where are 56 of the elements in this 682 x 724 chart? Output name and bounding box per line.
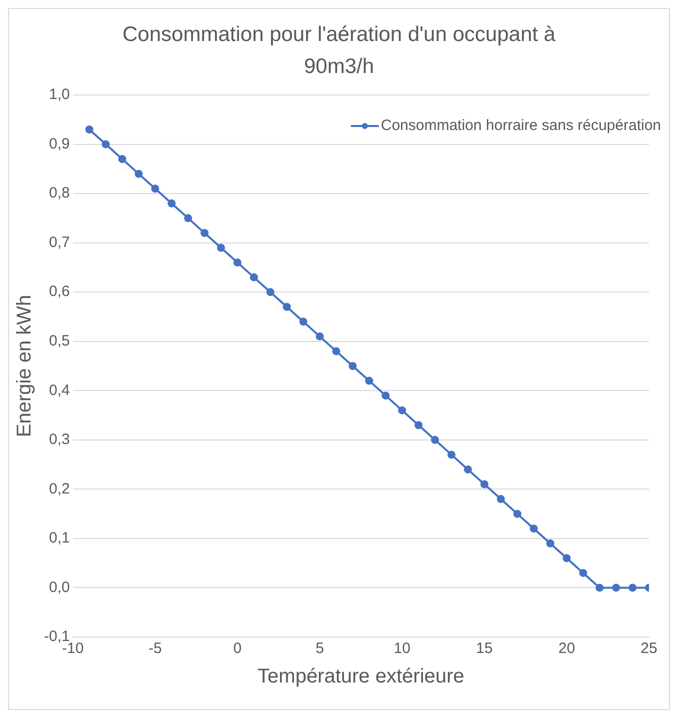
y-tick-label: 0,6 bbox=[48, 283, 70, 300]
point bbox=[496, 495, 505, 504]
point bbox=[250, 273, 258, 282]
point bbox=[365, 376, 374, 385]
point bbox=[151, 184, 160, 193]
y-tick-label: 0,2 bbox=[48, 480, 70, 498]
point bbox=[431, 436, 439, 444]
y-tick-label: 0,5 bbox=[48, 332, 70, 350]
point bbox=[596, 584, 604, 592]
chart-title: Consommation pour l'aération d'un occupant à 90m3/h bbox=[122, 22, 556, 80]
x-tick-label: 25 bbox=[640, 640, 658, 658]
x-tick-label: 15 bbox=[476, 640, 493, 658]
point bbox=[233, 258, 242, 267]
point bbox=[184, 214, 192, 222]
point bbox=[628, 584, 637, 592]
point bbox=[299, 318, 308, 326]
point bbox=[217, 244, 225, 252]
y-tick-label: 0,0 bbox=[48, 578, 70, 596]
point bbox=[118, 155, 126, 164]
x-axis-title: Température extérieure bbox=[258, 666, 464, 688]
point bbox=[464, 465, 472, 474]
point bbox=[546, 539, 554, 548]
point bbox=[266, 288, 274, 296]
point bbox=[348, 362, 357, 370]
y-tick-label: 1,0 bbox=[48, 86, 70, 104]
legend-label: Consommation horraire sans récupération bbox=[380, 117, 662, 134]
x-tick-label: 5 bbox=[316, 640, 324, 658]
point bbox=[316, 332, 324, 340]
point bbox=[168, 199, 176, 208]
x-tick-label: -5 bbox=[148, 640, 162, 658]
x-tick-label: 0 bbox=[233, 640, 242, 658]
point bbox=[562, 554, 571, 562]
point bbox=[85, 125, 94, 134]
point bbox=[480, 480, 488, 488]
point bbox=[447, 450, 456, 459]
x-tick-label: 10 bbox=[394, 640, 410, 658]
point bbox=[513, 510, 522, 518]
y-tick-label: 0,9 bbox=[48, 135, 70, 152]
y-tick-label: 0,3 bbox=[48, 431, 70, 448]
y-tick-label: 0,4 bbox=[48, 382, 70, 399]
point bbox=[414, 421, 423, 430]
point bbox=[200, 228, 209, 237]
point bbox=[102, 140, 110, 148]
point bbox=[332, 347, 340, 356]
point bbox=[398, 406, 406, 414]
point bbox=[579, 568, 588, 577]
x-tick-label: 20 bbox=[558, 640, 576, 658]
point bbox=[134, 170, 143, 178]
point bbox=[612, 584, 620, 592]
y-tick-label: 0,1 bbox=[48, 530, 70, 547]
y-axis-title: Energie en kWh bbox=[14, 294, 36, 438]
point bbox=[530, 524, 538, 533]
y-tick-label: 0,7 bbox=[48, 234, 70, 251]
y-tick-label: 0,8 bbox=[48, 184, 70, 202]
point bbox=[282, 302, 291, 311]
point bbox=[382, 392, 390, 400]
